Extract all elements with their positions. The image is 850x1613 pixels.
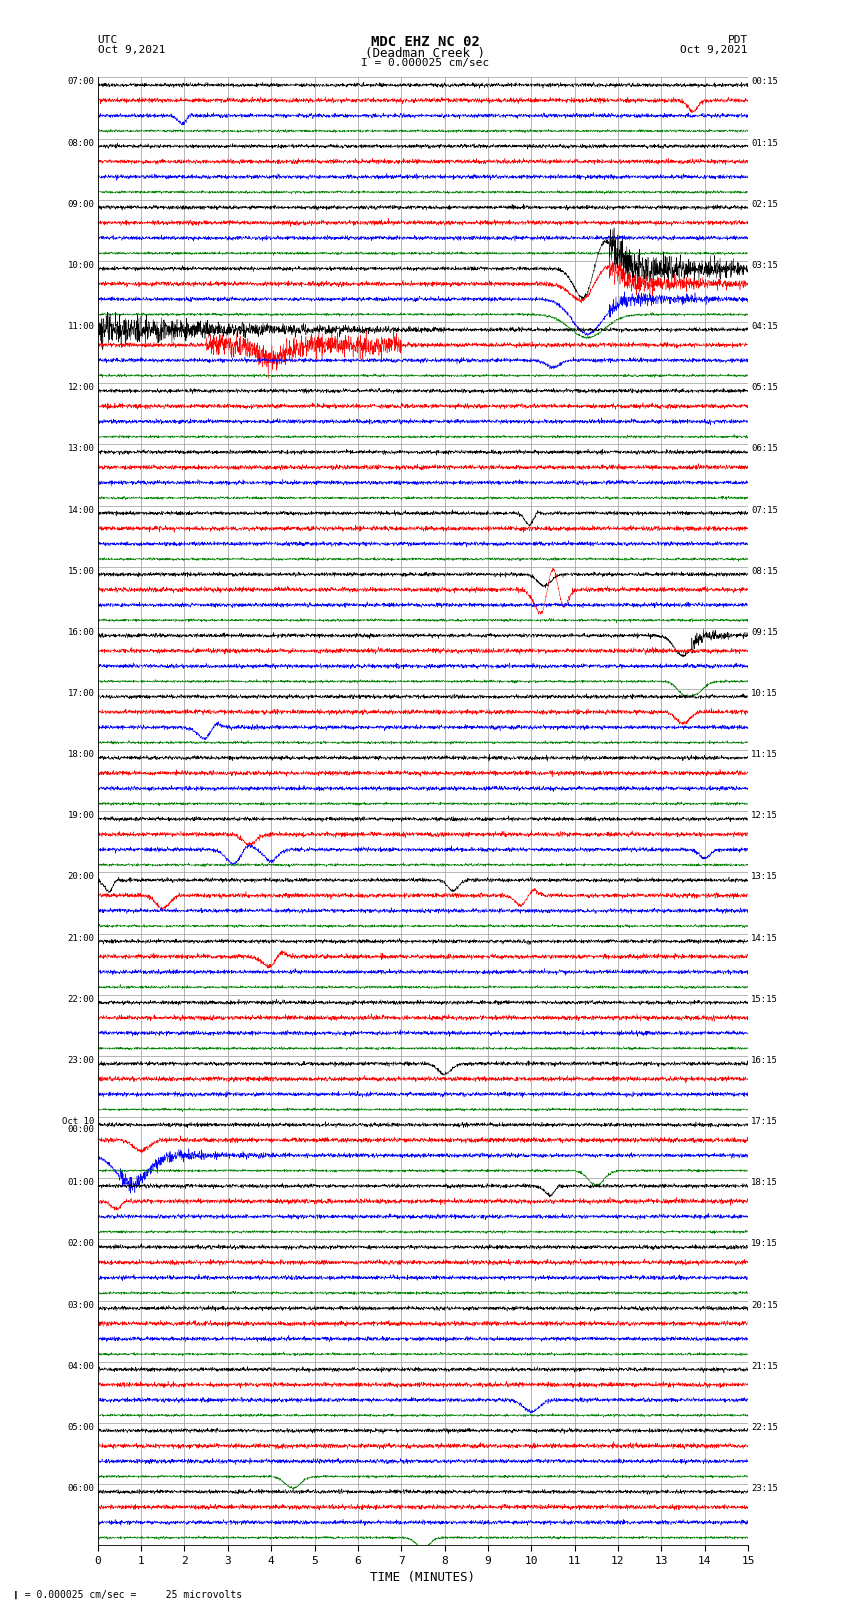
Text: 06:00: 06:00 (68, 1484, 94, 1494)
Text: 07:00: 07:00 (68, 77, 94, 87)
Text: 14:00: 14:00 (68, 505, 94, 515)
Text: 15:15: 15:15 (751, 995, 778, 1003)
Text: I = 0.000025 cm/sec: I = 0.000025 cm/sec (361, 58, 489, 68)
Text: 05:00: 05:00 (68, 1423, 94, 1432)
Text: 00:00: 00:00 (68, 1124, 94, 1134)
Text: 11:00: 11:00 (68, 323, 94, 331)
Text: Oct 9,2021: Oct 9,2021 (681, 45, 748, 55)
Text: 02:00: 02:00 (68, 1239, 94, 1248)
Text: 08:00: 08:00 (68, 139, 94, 147)
Text: 00:15: 00:15 (751, 77, 778, 87)
Text: 01:15: 01:15 (751, 139, 778, 147)
Text: ❙ = 0.000025 cm/sec =     25 microvolts: ❙ = 0.000025 cm/sec = 25 microvolts (13, 1590, 242, 1600)
Text: UTC: UTC (98, 35, 118, 45)
Text: 13:00: 13:00 (68, 444, 94, 453)
Text: Oct 10: Oct 10 (62, 1118, 94, 1126)
Text: 22:00: 22:00 (68, 995, 94, 1003)
Text: 13:15: 13:15 (751, 873, 778, 881)
Text: (Deadman Creek ): (Deadman Creek ) (365, 47, 485, 60)
Text: 08:15: 08:15 (751, 566, 778, 576)
Text: 10:15: 10:15 (751, 689, 778, 698)
Text: 15:00: 15:00 (68, 566, 94, 576)
Text: 23:00: 23:00 (68, 1057, 94, 1065)
Text: 22:15: 22:15 (751, 1423, 778, 1432)
Text: 16:15: 16:15 (751, 1057, 778, 1065)
Text: 17:15: 17:15 (751, 1118, 778, 1126)
Text: 19:00: 19:00 (68, 811, 94, 821)
Text: 03:00: 03:00 (68, 1300, 94, 1310)
Text: 12:15: 12:15 (751, 811, 778, 821)
Text: 18:15: 18:15 (751, 1177, 778, 1187)
Text: 17:00: 17:00 (68, 689, 94, 698)
Text: 23:15: 23:15 (751, 1484, 778, 1494)
Text: 20:00: 20:00 (68, 873, 94, 881)
Text: 16:00: 16:00 (68, 627, 94, 637)
Text: 20:15: 20:15 (751, 1300, 778, 1310)
Text: 01:00: 01:00 (68, 1177, 94, 1187)
Text: 21:00: 21:00 (68, 934, 94, 942)
X-axis label: TIME (MINUTES): TIME (MINUTES) (371, 1571, 475, 1584)
Text: 09:15: 09:15 (751, 627, 778, 637)
Text: MDC EHZ NC 02: MDC EHZ NC 02 (371, 35, 479, 50)
Text: 07:15: 07:15 (751, 505, 778, 515)
Text: 05:15: 05:15 (751, 384, 778, 392)
Text: 12:00: 12:00 (68, 384, 94, 392)
Text: 10:00: 10:00 (68, 261, 94, 269)
Text: 09:00: 09:00 (68, 200, 94, 208)
Text: 11:15: 11:15 (751, 750, 778, 760)
Text: 21:15: 21:15 (751, 1361, 778, 1371)
Text: 03:15: 03:15 (751, 261, 778, 269)
Text: Oct 9,2021: Oct 9,2021 (98, 45, 165, 55)
Text: PDT: PDT (728, 35, 748, 45)
Text: 19:15: 19:15 (751, 1239, 778, 1248)
Text: 04:15: 04:15 (751, 323, 778, 331)
Text: 14:15: 14:15 (751, 934, 778, 942)
Text: 18:00: 18:00 (68, 750, 94, 760)
Text: 02:15: 02:15 (751, 200, 778, 208)
Text: 06:15: 06:15 (751, 444, 778, 453)
Text: 04:00: 04:00 (68, 1361, 94, 1371)
